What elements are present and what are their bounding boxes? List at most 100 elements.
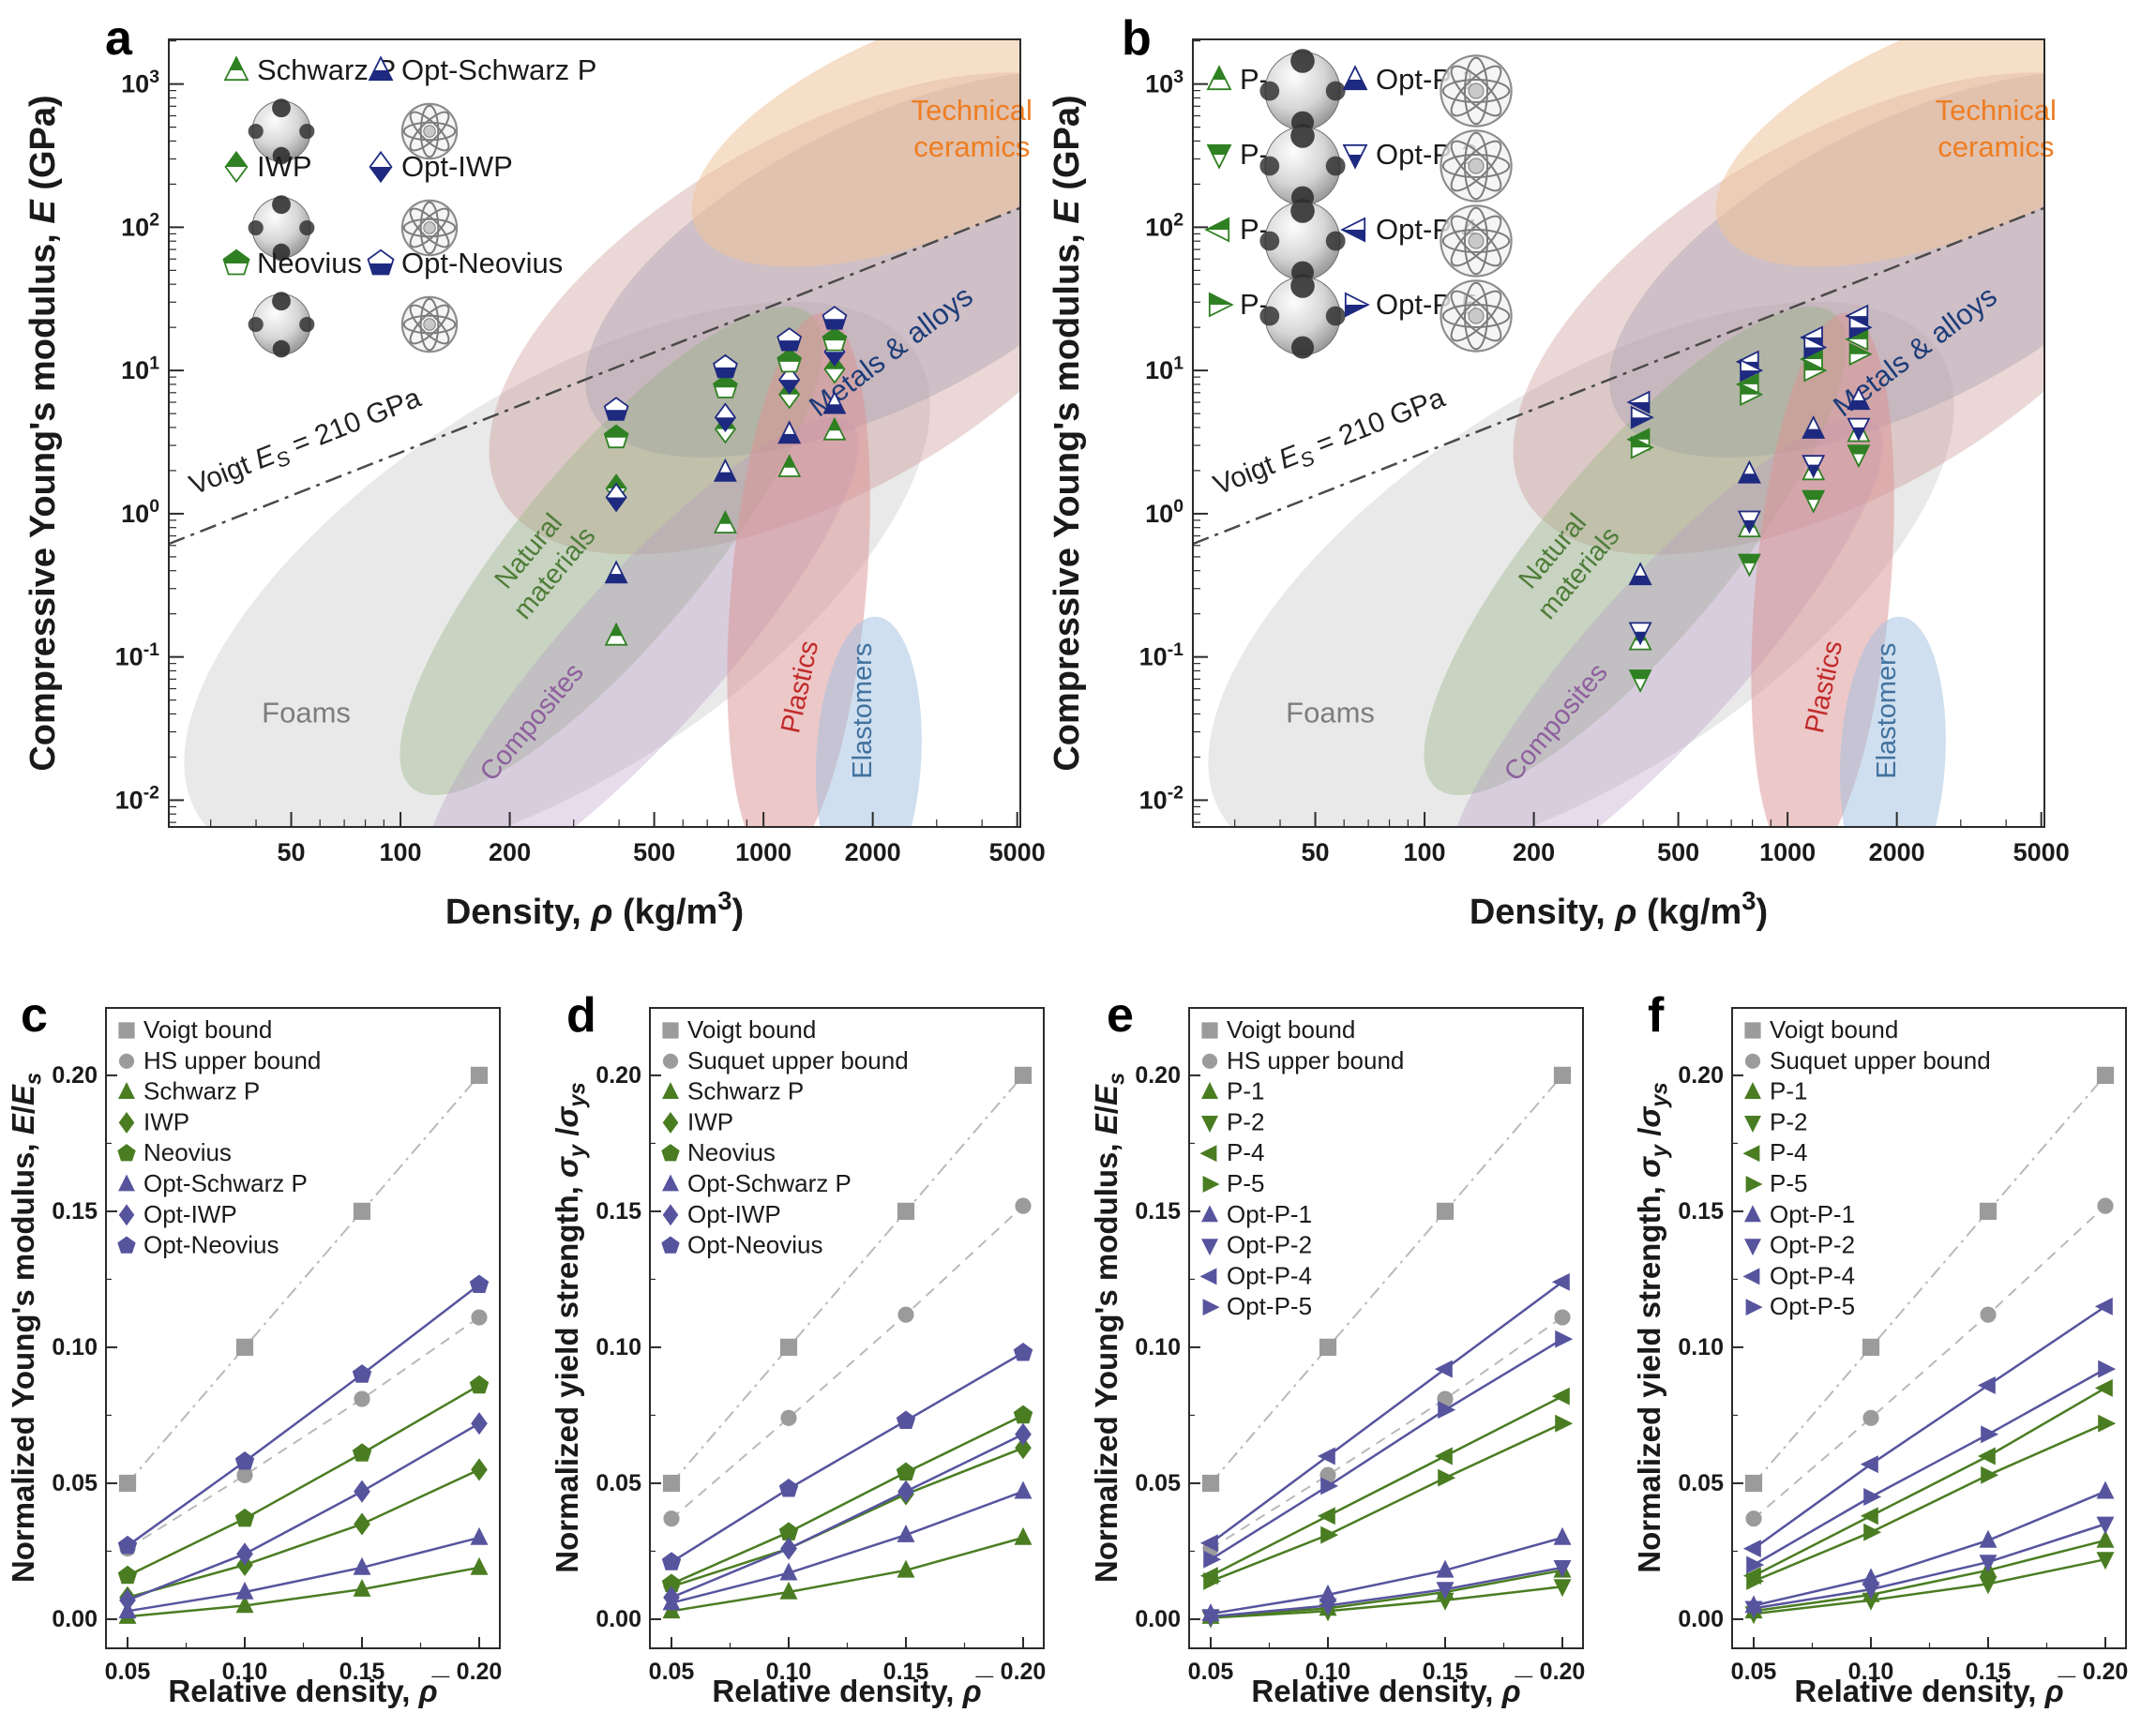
data-point — [1626, 390, 1651, 414]
legend-marker — [1742, 1268, 1760, 1285]
legend-label-opt-p-4: Opt-P-4 — [1227, 1261, 1312, 1289]
structure-image-schwarz-p — [248, 98, 315, 165]
legend-label-opt-iwp: Opt-IWP — [143, 1200, 237, 1228]
legend-marker — [118, 1174, 135, 1192]
region-foams — [1208, 301, 1954, 827]
legend-marker — [1201, 1239, 1218, 1256]
data-point — [471, 1309, 488, 1326]
data-point — [713, 374, 738, 398]
data-point — [603, 397, 629, 421]
legend-marker-p-5 — [1208, 292, 1234, 318]
legend-label-schwarz-p: Schwarz P — [687, 1077, 804, 1105]
x-tick-label: 5000 — [989, 838, 1046, 866]
y-tick-label: 10-2 — [1139, 783, 1184, 815]
data-point — [780, 1409, 797, 1426]
y-axis-label-b: Compressive Young's modulus, E (GPa) — [1048, 95, 1087, 771]
data-point — [1319, 1598, 1337, 1616]
data-point — [713, 353, 738, 379]
series-opt-p-5 — [1630, 315, 1873, 429]
x-tick-label: 0.15 — [1966, 1659, 2012, 1685]
data-point — [1015, 1197, 1032, 1214]
series-opt-iwp — [119, 1412, 488, 1612]
region-elastomers — [1839, 616, 1946, 827]
data-point — [353, 1556, 371, 1575]
region-label-elastomers: Elastomers — [1872, 643, 1902, 779]
data-point — [1628, 622, 1652, 646]
series-p-4 — [1199, 1387, 1570, 1585]
data-point — [1979, 1529, 1998, 1548]
data-point — [661, 1552, 682, 1570]
data-point — [897, 1306, 914, 1323]
data-point — [1847, 417, 1871, 442]
legend-marker — [1745, 1299, 1763, 1316]
data-point — [1979, 1576, 1998, 1595]
data-point — [2097, 1197, 2114, 1214]
x-tick-label: 0.05 — [1188, 1659, 1234, 1685]
data-point — [1553, 1559, 1572, 1578]
data-point — [1201, 1474, 1220, 1493]
x-axis-label-b: Density, ρ (kg/m3) — [1470, 886, 1768, 932]
y-tick-label: 0.05 — [1678, 1470, 1724, 1496]
legend-marker — [661, 1236, 680, 1254]
legend-marker-opt-neovius — [367, 248, 395, 276]
data-point — [779, 1581, 798, 1600]
data-point — [352, 1364, 372, 1383]
data-point — [1979, 1555, 1998, 1573]
data-point — [1014, 1480, 1033, 1499]
data-point — [897, 1202, 915, 1221]
legend-marker — [1201, 1205, 1218, 1223]
legend-marker-opt-iwp — [369, 150, 393, 184]
y-tick-label: 0.05 — [52, 1470, 98, 1496]
data-point — [2094, 1297, 2113, 1315]
legend-label-hs-upper-bound: HS upper bound — [143, 1046, 321, 1074]
data-point — [777, 453, 802, 477]
x-tick-label: 500 — [633, 838, 675, 866]
data-point — [354, 1512, 370, 1536]
structure-image-opt-p-5 — [1440, 279, 1513, 353]
data-point — [896, 1410, 916, 1430]
panel-letter-b: b — [1122, 11, 1152, 66]
y-tick-label: 10-2 — [115, 783, 160, 815]
y-tick-label: 100 — [121, 496, 159, 528]
legend-marker — [1201, 1082, 1218, 1100]
legend-marker — [117, 1144, 136, 1162]
legend-marker — [1199, 1268, 1217, 1285]
data-point — [1630, 405, 1654, 429]
legend-label-neovius: Neovius — [687, 1138, 776, 1166]
x-tick-label: 0.10 — [222, 1659, 268, 1685]
data-point — [1201, 1609, 1220, 1628]
x-tick-label: 0.20 — [1001, 1659, 1047, 1685]
data-point — [713, 458, 737, 482]
data-point — [1977, 1376, 1996, 1394]
data-point — [1317, 1447, 1335, 1465]
y-tick-label: 0.00 — [596, 1606, 641, 1632]
legend-marker — [1744, 1022, 1761, 1039]
legend-marker-opt-p-5 — [1344, 292, 1370, 318]
structure-image-opt-p-2 — [1440, 129, 1513, 203]
legend-label-hs-upper-bound: HS upper bound — [1227, 1046, 1404, 1074]
data-point — [1320, 1477, 1339, 1495]
data-point — [1551, 1272, 1570, 1291]
series-suquet-upper-bound — [663, 1197, 1032, 1527]
series-schwarz-p — [604, 416, 847, 646]
data-point — [778, 1478, 799, 1497]
data-point — [1319, 1338, 1337, 1357]
data-point — [663, 1510, 680, 1527]
data-point — [779, 1562, 798, 1581]
series-neovius — [603, 327, 848, 449]
region-natural-materials — [1424, 307, 1847, 796]
data-point — [352, 1443, 372, 1462]
data-point — [1628, 669, 1652, 694]
legend-marker — [1201, 1115, 1218, 1133]
data-point — [2096, 1516, 2115, 1535]
legend-label-opt-schwarz-p: Opt-Schwarz P — [401, 53, 596, 86]
series-opt-neovius — [603, 306, 848, 421]
y-tick-label: 0.20 — [596, 1062, 641, 1089]
legend-label-opt-p-5: Opt-P-5 — [1227, 1292, 1312, 1320]
data-point — [1979, 1202, 1998, 1221]
structure-image-neovius — [248, 292, 315, 358]
